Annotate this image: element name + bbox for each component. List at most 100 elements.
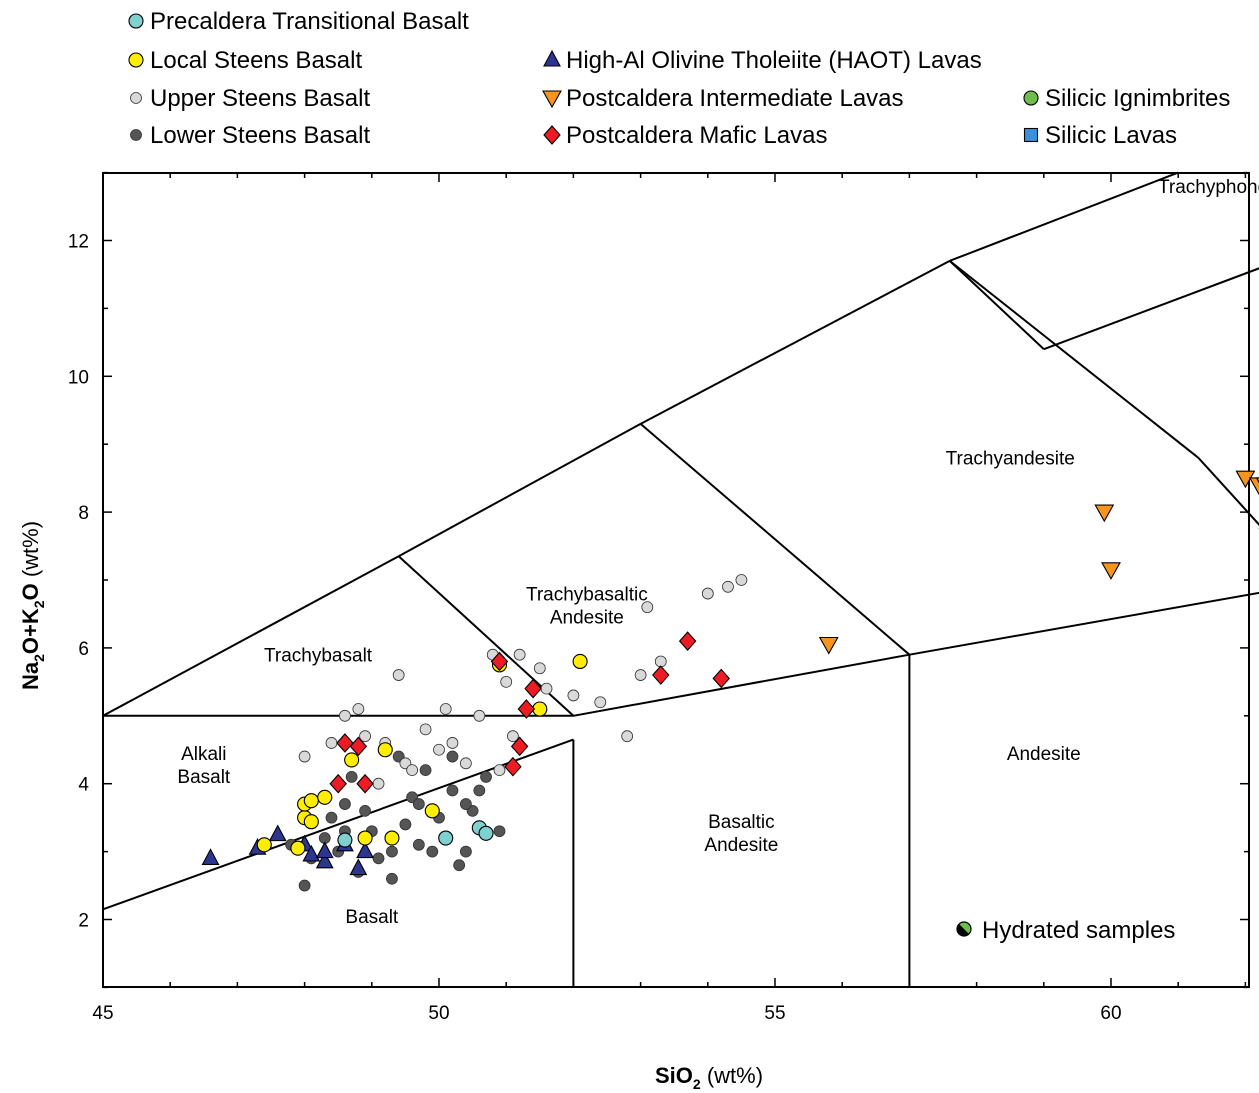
field-boundary [949,260,1199,459]
data-point [372,777,385,790]
field-label: Basalt [345,907,399,928]
data-point [386,872,398,885]
data-point [359,804,371,817]
data-point [349,736,368,757]
data-point [386,845,398,858]
legend-label: Postcaldera Mafic Lavas [566,122,827,149]
field-label: Basaltic Andesite [704,812,778,856]
legend-marker [542,90,562,109]
data-point [344,752,360,768]
x-tick-label: 45 [92,1003,113,1024]
data-point [315,851,334,869]
data-point [406,764,419,777]
field-label: Trachybasalt [264,645,373,666]
data-point [446,737,459,749]
data-point [325,737,338,749]
x-axis-title: SiO2 (wt%) [655,1063,763,1092]
data-point [533,662,546,675]
legend-label: High-Al Olivine Tholeiite (HAOT) Lavas [566,47,982,74]
field-boundary [639,423,911,656]
field-boundary [949,171,1179,262]
data-point [478,825,494,841]
data-point [290,840,306,856]
field-boundary [949,260,1045,350]
data-point [473,784,486,797]
field-boundary [102,555,400,717]
data-point [352,703,365,715]
field-boundary [640,259,951,425]
data-point [345,771,358,783]
y-tick-label: 12 [68,232,89,253]
data-point [480,771,492,783]
data-point [439,703,452,715]
data-point [493,825,506,838]
data-point [722,580,734,593]
data-point [446,750,459,763]
legend-marker [1023,90,1039,106]
data-point [1094,504,1115,523]
hydrated-legend: Hydrated samples [956,917,1175,944]
data-point [419,764,432,777]
data-point [298,750,311,763]
field-boundary [573,653,910,717]
data-point [735,574,748,586]
field-label-line: Basalt [177,767,231,788]
data-point [377,742,393,758]
data-point [412,838,425,851]
x-tick-label: 50 [428,1003,449,1024]
legend-marker [543,125,561,145]
hydrated-legend-marker-half [957,924,969,936]
data-point [424,803,440,819]
field-label-line: Andesite [704,835,778,856]
data-point [594,696,607,709]
data-point [459,798,472,810]
data-point [438,830,454,846]
data-point [357,830,373,846]
data-point [634,669,647,681]
legend-marker [128,13,144,29]
legend-label: Upper Steens Basalt [150,85,370,112]
data-point [459,757,472,770]
data-point [336,733,354,753]
legend-marker [130,92,142,104]
data-point [302,844,321,862]
data-point [510,736,529,757]
data-point [513,648,526,661]
data-point [524,678,542,699]
data-point [337,832,353,848]
data-point [268,824,287,842]
data-point [1101,562,1121,580]
legend-label: Silicic Ignimbrites [1045,85,1230,112]
data-point [818,636,839,655]
data-point [349,858,368,876]
data-point [419,723,432,736]
data-point [433,743,445,756]
data-point [392,669,405,681]
field-boundary [1197,457,1259,526]
data-point [339,798,351,810]
data-point [540,682,553,695]
data-point [201,848,220,865]
plot-frame [102,172,1250,988]
data-point [317,789,333,805]
field-label: Trachyandesite [946,449,1075,470]
field-label-line: Trachybasaltic [526,584,648,605]
data-point [339,709,351,722]
axis-ticks: 4550556065707524681012 [68,171,1249,1024]
field-label: Alkali Basalt [177,744,231,788]
legend-marker [130,129,142,141]
data-point [517,699,536,719]
data-point [256,837,272,853]
data-point [426,845,439,858]
y-tick-label: 2 [78,911,89,932]
legend: Precaldera Transitional Basalt Local Stee… [128,8,1230,149]
data-point [412,798,425,810]
y-tick-label: 8 [78,503,89,524]
data-point [500,675,513,688]
field-label-line: Alkali [181,744,226,765]
field-label: Trachyphonolite [1158,177,1259,198]
field-label-line: Basaltic [708,812,775,833]
data-point [325,811,338,824]
data-point [621,730,634,743]
